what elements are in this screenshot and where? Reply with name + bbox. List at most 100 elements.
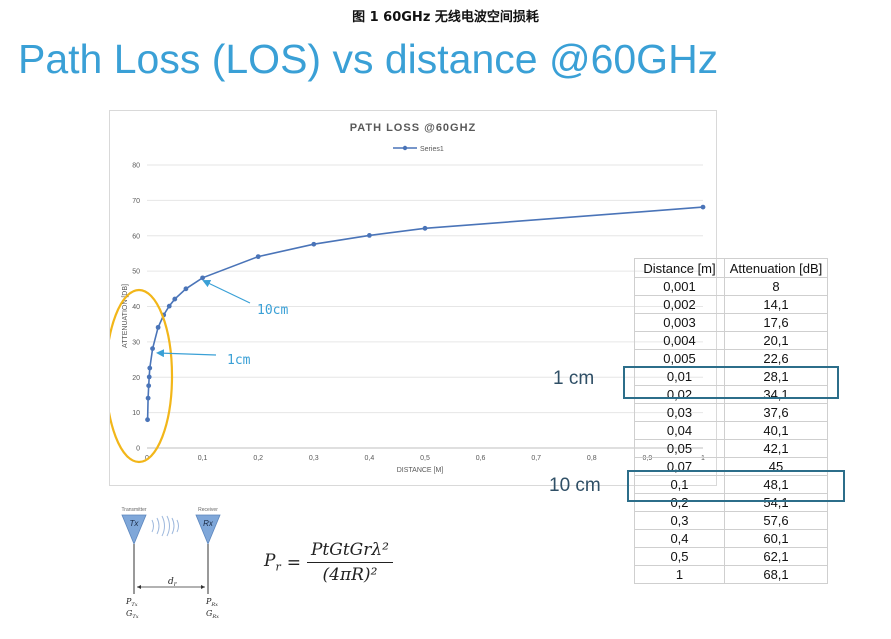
column-header-attenuation: Attenuation [dB] xyxy=(724,258,828,278)
data-point xyxy=(422,225,428,231)
highlight-label-10cm: 10 cm xyxy=(549,475,601,496)
distance-label: dr xyxy=(168,577,178,588)
antenna-link-diagram: Transmitter Tx Receiver Rx dr PTx GTx PR… xyxy=(121,507,221,620)
data-point xyxy=(200,275,205,281)
y-tick-label: 40 xyxy=(132,304,140,311)
x-axis-label: DISTANCE [M] xyxy=(397,467,444,474)
data-point xyxy=(146,374,152,380)
legend-label: Series1 xyxy=(420,146,444,153)
series-line xyxy=(146,206,704,420)
y-tick-label: 0 xyxy=(136,446,140,453)
table-row: 0,03 37,6 xyxy=(634,403,828,422)
attenuation-cell: 20,1 xyxy=(724,331,828,350)
distance-cell: 0,001 xyxy=(634,277,725,296)
x-tick-label: 0,8 xyxy=(587,455,597,462)
table-row: 0,1 48,1 xyxy=(634,475,828,494)
table-row: 0,05 42,1 xyxy=(634,439,828,458)
table-row: 0,004 20,1 xyxy=(634,331,828,350)
chart-gridlines xyxy=(147,164,703,449)
receiver-caption: Receiver xyxy=(198,507,218,513)
attenuation-cell: 37,6 xyxy=(724,403,828,422)
formula-numerator: PtGtGrλ² xyxy=(306,540,393,563)
chart-plot: PATH LOSS @60GHZ Series1 0 10 20 30 40 50 60 70… xyxy=(110,122,706,474)
data-point xyxy=(255,254,261,260)
y-tick-label: 70 xyxy=(132,198,140,205)
figure-caption: 图 1 60GHz 无线电波空间损耗 xyxy=(352,10,539,25)
chart-title: PATH LOSS @60GHZ xyxy=(350,122,477,134)
radio-waves-icon xyxy=(151,515,179,537)
slide-title: Path Loss (LOS) vs distance @60GHz xyxy=(18,36,719,82)
x-tick-label: 0,6 xyxy=(476,455,486,462)
x-tick-label: 0,1 xyxy=(198,455,208,462)
y-tick-label: 50 xyxy=(132,269,140,276)
x-tick-label: 0,5 xyxy=(420,455,430,462)
receiver-antenna-icon xyxy=(195,514,221,546)
table-header-row: Distance [m] Attenuation [dB] xyxy=(634,258,828,278)
data-point xyxy=(172,296,178,302)
data-point xyxy=(311,241,317,247)
table-row: 0,002 14,1 xyxy=(634,295,828,314)
distance-arrowhead-left xyxy=(137,585,141,589)
annotation-1cm: 1cm xyxy=(227,353,251,368)
table-row: 0,005 22,6 xyxy=(634,349,828,368)
formula-denominator: (4πR)² xyxy=(322,565,378,585)
attenuation-cell: 14,1 xyxy=(724,295,828,314)
data-point xyxy=(155,324,161,330)
tx-gain-label: GTx xyxy=(126,609,139,620)
data-point xyxy=(166,303,172,309)
data-point xyxy=(183,286,189,292)
attenuation-cell: 68,1 xyxy=(724,565,828,584)
data-point xyxy=(146,383,152,389)
distance-arrowhead-right xyxy=(201,585,205,589)
formula-lhs: Pr xyxy=(264,551,281,574)
attenuation-cell: 34,1 xyxy=(724,385,828,404)
attenuation-cell: 17,6 xyxy=(724,313,828,332)
rx-power-label: PRx xyxy=(205,597,218,608)
attenuation-cell: 54,1 xyxy=(724,493,828,512)
distance-cell: 0,1 xyxy=(634,475,725,494)
distance-cell: 0,4 xyxy=(634,529,725,548)
x-tick-label: 0,4 xyxy=(365,455,375,462)
transmitter-antenna-icon xyxy=(121,514,147,546)
series-points xyxy=(145,204,706,423)
near-field-ellipse xyxy=(110,288,174,464)
distance-cell: 0,2 xyxy=(634,493,725,512)
path-loss-chart: PATH LOSS @60GHZ Series1 0 10 20 30 40 50 60 70… xyxy=(109,110,717,486)
attenuation-cell: 28,1 xyxy=(724,367,828,386)
data-point xyxy=(145,417,150,423)
table-row: 0,4 60,1 xyxy=(634,529,828,548)
formula-equals: = xyxy=(286,552,301,573)
friis-formula: Pr = PtGtGrλ² (4πR)² xyxy=(264,540,393,585)
distance-cell: 0,002 xyxy=(634,295,725,314)
annotation-arrow-1cm xyxy=(156,349,217,358)
table-row: 0,5 62,1 xyxy=(634,547,828,566)
table-row: 0,001 8 xyxy=(634,277,828,296)
tx-power-label: PTx xyxy=(125,597,138,608)
distance-cell: 0,3 xyxy=(634,511,725,530)
y-tick-label: 60 xyxy=(132,233,140,240)
highlight-box-10cm xyxy=(627,470,845,502)
table-body: 0,001 8 0,002 14,1 0,003 17,6 0,004 20,1 0,005 22… xyxy=(634,277,828,584)
y-tick-labels: 0 10 20 30 40 50 60 70 80 xyxy=(132,163,140,453)
table-row: 0,3 57,6 xyxy=(634,511,828,530)
x-tick-label: 0,7 xyxy=(531,455,541,462)
x-tick-label: 0,2 xyxy=(253,455,263,462)
table-row: 0,02 34,1 xyxy=(634,385,828,404)
column-header-distance: Distance [m] xyxy=(634,258,725,278)
data-point xyxy=(147,365,153,371)
transmitter-label: Tx xyxy=(130,519,140,528)
table-row: 0,2 54,1 xyxy=(634,493,828,512)
receiver-label: Rx xyxy=(203,519,214,528)
distance-cell: 0,5 xyxy=(634,547,725,566)
x-tick-labels: 0 0,1 0,2 0,3 0,4 0,5 0,6 0,7 0,8 0,9 1 xyxy=(145,455,705,462)
data-point xyxy=(150,346,155,351)
attenuation-cell: 42,1 xyxy=(724,439,828,458)
y-tick-label: 30 xyxy=(132,339,140,346)
table-row: 0,003 17,6 xyxy=(634,313,828,332)
attenuation-cell: 40,1 xyxy=(724,421,828,440)
formula-fraction: PtGtGrλ² (4πR)² xyxy=(306,540,393,585)
table-row: 1 68,1 xyxy=(634,565,828,584)
x-tick-label: 0,3 xyxy=(309,455,319,462)
y-tick-label: 20 xyxy=(132,375,140,382)
attenuation-table: Distance [m] Attenuation [dB] 0,001 8 0,00… xyxy=(634,258,828,584)
